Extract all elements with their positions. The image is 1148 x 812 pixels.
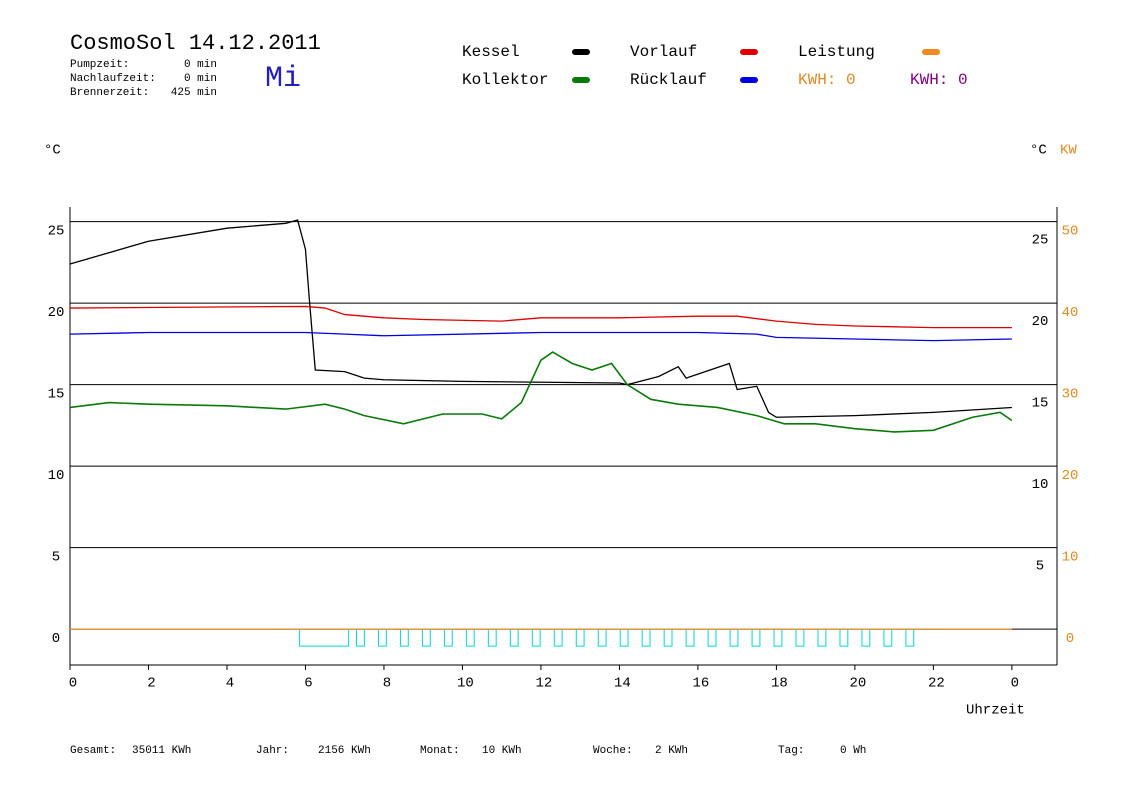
y2-tick-label: 40 bbox=[1062, 305, 1079, 321]
footer-value: 0 Wh bbox=[840, 745, 866, 757]
footer-value: 10 KWh bbox=[482, 745, 522, 757]
pump-pulse bbox=[817, 628, 827, 647]
x-tick-label: 16 bbox=[693, 676, 710, 692]
y-right-tick-label: 15 bbox=[1032, 395, 1049, 411]
stat-label: Nachlaufzeit: bbox=[70, 73, 156, 85]
pump-pulse bbox=[729, 628, 739, 647]
footer-label: Gesamt: bbox=[70, 745, 116, 757]
pump-pulse bbox=[553, 628, 563, 647]
x-tick-label: 8 bbox=[383, 676, 391, 692]
kwh-label: KWH: 0 bbox=[798, 71, 856, 89]
pump-pulse bbox=[377, 628, 387, 647]
y-tick-label: 25 bbox=[48, 223, 65, 239]
legend-swatch bbox=[572, 77, 590, 83]
series-line bbox=[69, 219, 1012, 418]
footer-label: Tag: bbox=[778, 745, 804, 757]
y-right-tick-label: 5 bbox=[1036, 558, 1044, 574]
y2-tick-label: 0 bbox=[1066, 631, 1074, 647]
y-tick-label: 10 bbox=[48, 468, 65, 484]
stat-label: Pumpzeit: bbox=[70, 59, 129, 71]
pump-pulse bbox=[861, 628, 871, 647]
stat-value: 0 min bbox=[184, 73, 217, 85]
y2-tick-label: 20 bbox=[1062, 468, 1079, 484]
x-tick-label: 10 bbox=[457, 676, 474, 692]
x-tick-label: 20 bbox=[849, 676, 866, 692]
y-right-tick-label: 25 bbox=[1032, 232, 1049, 248]
x-tick-label: 22 bbox=[928, 676, 945, 692]
pump-pulse bbox=[355, 628, 365, 647]
pump-pulse bbox=[597, 628, 607, 647]
x-tick-label: 2 bbox=[147, 676, 155, 692]
x-tick-label: 0 bbox=[69, 676, 77, 692]
x-tick-label: 6 bbox=[304, 676, 312, 692]
pump-pulse bbox=[905, 628, 915, 647]
footer-label: Woche: bbox=[593, 745, 633, 757]
y-unit: °C bbox=[44, 143, 61, 159]
legend-swatch bbox=[572, 49, 590, 55]
y2-tick-label: 10 bbox=[1062, 549, 1079, 565]
pump-pulse bbox=[751, 628, 761, 647]
x-tick-label: 0 bbox=[1011, 676, 1019, 692]
pump-pulse bbox=[531, 628, 541, 647]
pump-pulse bbox=[619, 628, 629, 647]
footer-label: Monat: bbox=[420, 745, 460, 757]
pump-pulse bbox=[773, 628, 783, 647]
y2-tick-label: 30 bbox=[1062, 386, 1079, 402]
pump-pulse bbox=[509, 628, 519, 647]
kwh-label: KWH: 0 bbox=[910, 71, 968, 89]
y2-tick-label: 50 bbox=[1062, 223, 1079, 239]
legend-label: Vorlauf bbox=[630, 43, 697, 61]
legend-label: Rücklauf bbox=[630, 71, 707, 89]
weekday: Mi bbox=[265, 62, 301, 96]
x-tick-label: 4 bbox=[226, 676, 234, 692]
x-tick-label: 18 bbox=[771, 676, 788, 692]
stat-label: Brennerzeit: bbox=[70, 87, 149, 99]
legend-swatch bbox=[740, 49, 758, 55]
pump-pulse bbox=[299, 628, 350, 647]
footer-value: 35011 KWh bbox=[132, 745, 191, 757]
y-right-tick-label: 20 bbox=[1032, 314, 1049, 330]
footer-label: Jahr: bbox=[256, 745, 289, 757]
y2-unit: KW bbox=[1060, 143, 1077, 159]
x-tick-label: 14 bbox=[614, 676, 631, 692]
legend-label: Kessel bbox=[462, 43, 520, 61]
title: CosmoSol 14.12.2011 bbox=[70, 31, 321, 56]
y-right-tick-label: 10 bbox=[1032, 477, 1049, 493]
pump-pulse bbox=[575, 628, 585, 647]
pump-pulse bbox=[839, 628, 849, 647]
footer-value: 2 KWh bbox=[655, 745, 688, 757]
pump-pulse bbox=[399, 628, 409, 647]
pump-pulse bbox=[487, 628, 497, 647]
y-tick-label: 20 bbox=[48, 305, 65, 321]
pump-pulse bbox=[663, 628, 673, 647]
pump-pulse bbox=[421, 628, 431, 647]
pump-pulse bbox=[443, 628, 453, 647]
y-tick-label: 0 bbox=[52, 631, 60, 647]
legend-swatch bbox=[922, 49, 940, 55]
footer-value: 2156 KWh bbox=[318, 745, 371, 757]
legend-label: Kollektor bbox=[462, 71, 548, 89]
pump-pulse bbox=[465, 628, 475, 647]
legend-label: Leistung bbox=[798, 43, 875, 61]
pump-pulse bbox=[685, 628, 695, 647]
series-line bbox=[69, 351, 1013, 433]
pump-pulse bbox=[795, 628, 805, 647]
series-line bbox=[69, 331, 1012, 342]
pump-pulse bbox=[707, 628, 717, 647]
stat-value: 425 min bbox=[171, 87, 217, 99]
series-line bbox=[69, 305, 1012, 329]
x-label: Uhrzeit bbox=[966, 703, 1025, 719]
y-tick-label: 15 bbox=[48, 386, 65, 402]
y-unit-right: °C bbox=[1030, 143, 1047, 159]
pump-pulse bbox=[641, 628, 651, 647]
y-tick-label: 5 bbox=[52, 549, 60, 565]
x-tick-label: 12 bbox=[536, 676, 553, 692]
stat-value: 0 min bbox=[184, 59, 217, 71]
legend-swatch bbox=[740, 77, 758, 83]
pump-pulse bbox=[883, 628, 893, 647]
